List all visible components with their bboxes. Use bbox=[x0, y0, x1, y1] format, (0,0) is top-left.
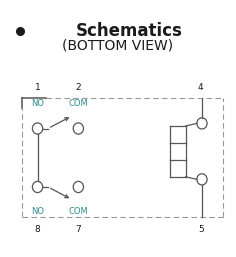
Text: 7: 7 bbox=[76, 225, 81, 234]
Text: 1: 1 bbox=[35, 83, 40, 92]
Text: 5: 5 bbox=[198, 225, 204, 234]
Text: NO: NO bbox=[31, 99, 44, 108]
Text: Schematics: Schematics bbox=[76, 22, 183, 40]
Text: 8: 8 bbox=[35, 225, 40, 234]
Text: COM: COM bbox=[68, 207, 88, 216]
Text: COM: COM bbox=[68, 99, 88, 108]
Text: (BOTTOM VIEW): (BOTTOM VIEW) bbox=[63, 39, 173, 53]
Text: 4: 4 bbox=[198, 83, 204, 92]
Text: 2: 2 bbox=[76, 83, 81, 92]
Text: NO: NO bbox=[31, 207, 44, 216]
